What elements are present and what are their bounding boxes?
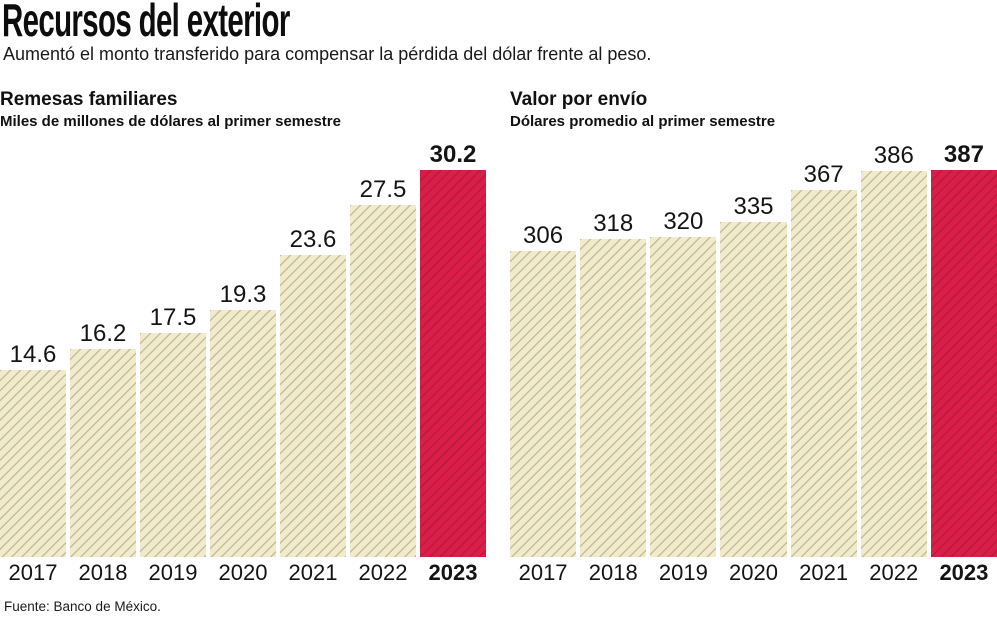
- chart-subtitle: Miles de millones de dólares al primer s…: [0, 113, 341, 130]
- bar-column-2017: 306: [510, 222, 577, 557]
- bar-value-label: 386: [873, 142, 914, 169]
- bar-column-2020: 335: [720, 193, 787, 557]
- bar-rect: [280, 255, 346, 557]
- bar-column-2019: 17.5: [140, 305, 206, 557]
- bar-rect: [140, 333, 206, 557]
- bar-column-2022: 27.5: [350, 177, 416, 557]
- bar-column-2022: 386: [860, 142, 927, 557]
- chart-remesas-familiares: Remesas familiares Miles de millones de …: [0, 88, 486, 585]
- x-axis-label-2020: 2020: [218, 560, 268, 585]
- bar-value-label: 23.6: [289, 226, 337, 253]
- bar-rect: [70, 349, 136, 557]
- bar-column-2021: 23.6: [280, 227, 346, 557]
- bar-rect: [650, 237, 717, 557]
- plot-area: 14.6 16.2 17.5 19.3 23.6 27.5 30.2: [0, 142, 486, 557]
- bar-rect: [790, 190, 857, 557]
- bar-value-label: 318: [593, 210, 634, 237]
- bar-value-label: 19.3: [219, 281, 267, 308]
- bar-rect-highlight: [930, 170, 997, 557]
- source-note: Fuente: Banco de México.: [4, 599, 161, 614]
- bar-rect: [860, 171, 927, 557]
- bar-column-2018: 318: [580, 210, 647, 557]
- bar-rect: [350, 205, 416, 557]
- plot-area: 306 318 320 335 367 386 387: [510, 142, 997, 557]
- bar-value-label: 16.2: [79, 320, 127, 347]
- bar-column-2017: 14.6: [0, 342, 66, 557]
- bar-column-2018: 16.2: [70, 321, 136, 557]
- bar-value-label: 27.5: [359, 176, 407, 203]
- bar-column-2023: 387: [930, 141, 997, 557]
- bar-column-2023: 30.2: [420, 142, 486, 557]
- bar-value-label: 387: [943, 141, 984, 168]
- x-axis-label-2018: 2018: [78, 560, 128, 585]
- bar-column-2020: 19.3: [210, 282, 276, 557]
- x-axis-label-2017: 2017: [8, 560, 58, 585]
- page-title: Recursos del exterior: [2, 0, 290, 46]
- x-axis-label-2017: 2017: [518, 560, 568, 585]
- bar-rect: [0, 370, 66, 557]
- bar-value-label: 306: [523, 222, 564, 249]
- x-axis-label-2022: 2022: [869, 560, 919, 585]
- x-axis-label-2023: 2023: [428, 560, 478, 585]
- x-axis-label-2022: 2022: [358, 560, 408, 585]
- bar-value-label: 14.6: [9, 341, 57, 368]
- chart-valor-por-envio: Valor por envío Dólares promedio al prim…: [510, 88, 997, 585]
- x-axis-label-2019: 2019: [658, 560, 708, 585]
- bar-rect: [580, 239, 647, 557]
- x-axis: 2017 2018 2019 2020 2021 2022 2023: [0, 561, 486, 585]
- chart-title: Remesas familiares: [0, 89, 178, 110]
- bar-column-2019: 320: [650, 208, 717, 557]
- x-axis-label-2021: 2021: [288, 560, 338, 585]
- page-subtitle: Aumentó el monto transferido para compen…: [3, 44, 652, 64]
- x-axis: 2017 2018 2019 2020 2021 2022 2023: [510, 561, 997, 585]
- bar-value-label: 335: [733, 193, 774, 220]
- x-axis-label-2019: 2019: [148, 560, 198, 585]
- bar-value-label: 320: [663, 208, 704, 235]
- bar-rect: [210, 310, 276, 557]
- x-axis-label-2020: 2020: [729, 560, 778, 585]
- x-axis-label-2023: 2023: [939, 560, 989, 585]
- bar-rect-highlight: [420, 170, 486, 557]
- chart-subtitle: Dólares promedio al primer semestre: [510, 113, 776, 130]
- x-axis-label-2018: 2018: [588, 560, 638, 585]
- bar-rect: [720, 222, 787, 557]
- bar-value-label: 30.2: [429, 141, 477, 168]
- x-axis-label-2021: 2021: [799, 560, 849, 585]
- chart-title: Valor por envío: [510, 89, 648, 110]
- bar-value-label: 367: [803, 161, 844, 188]
- charts-row: Remesas familiares Miles de millones de …: [0, 88, 997, 585]
- bar-rect: [510, 251, 577, 557]
- bar-column-2021: 367: [790, 161, 857, 557]
- bar-value-label: 17.5: [149, 304, 197, 331]
